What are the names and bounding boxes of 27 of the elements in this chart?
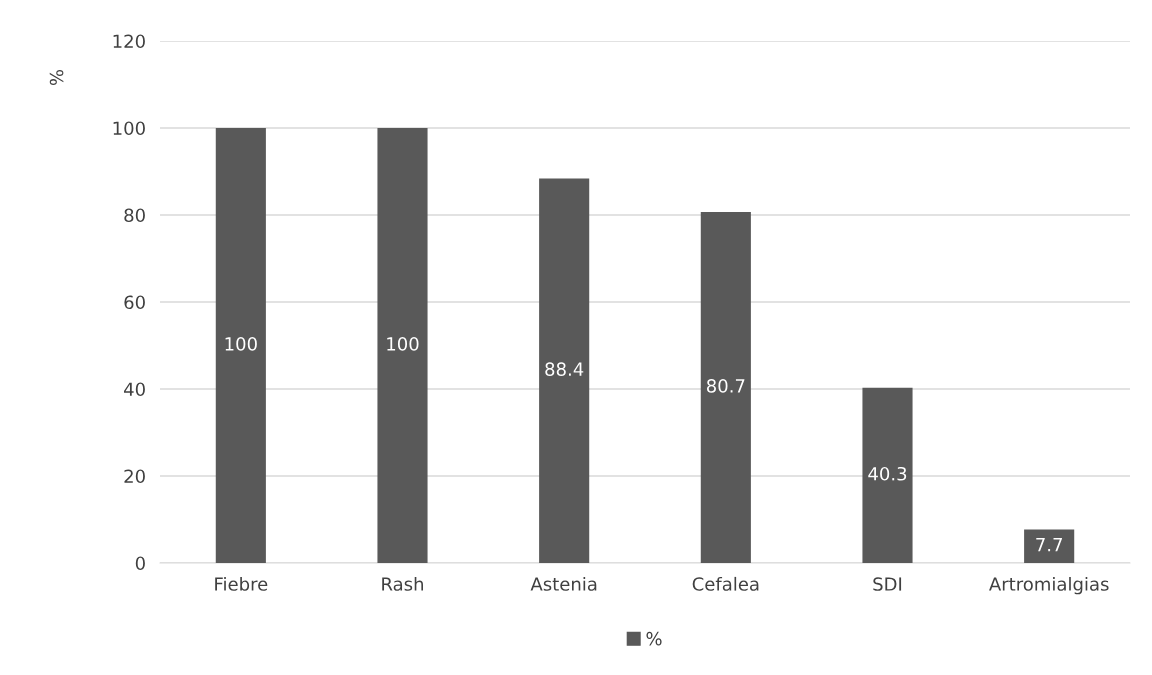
y-tick-label: 60 <box>124 295 145 310</box>
legend-label: % <box>646 631 662 646</box>
bar <box>862 387 913 563</box>
data-label: 7.7 <box>1036 538 1062 552</box>
bar <box>700 211 751 563</box>
y-tick-label: 100 <box>113 121 145 136</box>
y-tick-label: 120 <box>113 34 145 49</box>
data-label: 80.7 <box>706 379 745 393</box>
x-tick-label: Astenia <box>530 576 597 591</box>
x-tick-label: Artromialgias <box>989 576 1109 595</box>
bar <box>1024 529 1075 563</box>
x-tick-label: Rash <box>382 576 423 591</box>
x-tick-label: Cefalea <box>692 576 759 591</box>
data-label: 100 <box>387 337 419 351</box>
y-tick-label: 0 <box>135 556 145 571</box>
x-tick-label: SDI <box>873 577 902 591</box>
bar <box>215 128 266 563</box>
y-tick-label: 80 <box>124 208 145 223</box>
bar <box>539 178 590 563</box>
y-tick-label: 20 <box>124 469 145 484</box>
data-label: 40.3 <box>868 466 907 481</box>
data-label: 88.4 <box>545 362 584 376</box>
y-tick-label: 40 <box>124 382 145 397</box>
bar <box>377 128 428 563</box>
data-label: 100 <box>225 337 257 351</box>
x-tick-label: Fiebre <box>215 576 268 591</box>
y-axis-title: % <box>49 69 64 86</box>
